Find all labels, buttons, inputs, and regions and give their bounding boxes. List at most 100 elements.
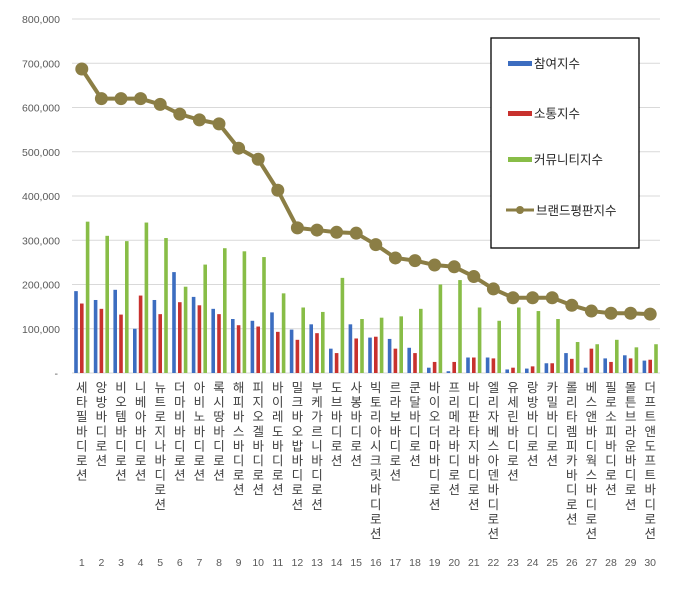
bar-community: [340, 277, 345, 373]
bar-community: [575, 342, 580, 373]
bar-community: [242, 251, 247, 373]
bar-community: [164, 238, 168, 373]
bar-participation: [564, 353, 568, 373]
brand-reputation-point: [604, 306, 618, 320]
brand-reputation-point: [330, 225, 344, 239]
bar-communication: [295, 339, 300, 373]
bar-community: [419, 308, 423, 373]
bar-communication: [178, 302, 182, 373]
brand-reputation-point: [232, 141, 246, 155]
bar-communication: [530, 366, 535, 373]
bar-participation: [74, 291, 78, 373]
bar-community: [203, 264, 207, 373]
x-rank-label: 1: [79, 557, 85, 569]
legend: 참여지수 소통지수 커뮤니티지수 브랜드평판지수: [490, 37, 640, 249]
x-rank-label: 28: [605, 557, 617, 569]
bar-communication: [158, 314, 162, 373]
bar-communication: [511, 367, 515, 373]
bar-community: [281, 293, 286, 373]
bar-participation: [133, 328, 137, 373]
brand-reputation-point: [290, 221, 304, 235]
y-tick-label: 600,000: [22, 103, 60, 115]
bar-community: [477, 307, 482, 373]
y-tick-label: 300,000: [22, 235, 60, 247]
bar-community: [321, 311, 325, 373]
x-rank-label: 25: [546, 557, 558, 569]
x-rank-label: 30: [644, 557, 656, 569]
bar-community: [634, 347, 639, 373]
bar-community: [144, 222, 149, 373]
x-rank-label: 12: [292, 557, 304, 569]
bar-communication: [138, 295, 143, 373]
brand-reputation-point: [310, 223, 324, 237]
brand-reputation-line: [75, 62, 657, 321]
x-rank-label: 10: [252, 557, 264, 569]
bar-communication: [413, 353, 417, 373]
bar-community: [517, 307, 521, 373]
bars: [74, 221, 658, 373]
bar-participation: [466, 357, 470, 373]
x-rank-label: 15: [350, 557, 362, 569]
bar-communication: [432, 361, 437, 373]
bar-participation: [427, 367, 431, 373]
bar-community: [438, 284, 443, 373]
bar-community: [223, 248, 227, 373]
x-rank-label: 7: [196, 557, 202, 569]
legend-swatch-communication: [508, 111, 532, 116]
bar-communication: [276, 331, 280, 373]
brand-reputation-point: [114, 92, 128, 106]
legend-box: [490, 37, 640, 249]
bar-participation: [603, 358, 607, 373]
brand-reputation-point: [271, 183, 285, 197]
x-rank-label: 21: [468, 557, 480, 569]
brand-reputation-point: [75, 62, 89, 76]
y-tick-label: 100,000: [22, 324, 60, 336]
bar-participation: [583, 367, 588, 373]
bar-participation: [446, 371, 451, 373]
bar-communication: [80, 303, 84, 373]
bar-communication: [393, 348, 398, 373]
legend-swatch-participation: [508, 61, 532, 66]
x-rank-label: 16: [370, 557, 382, 569]
bar-participation: [623, 355, 627, 373]
brand-reputation-point: [408, 254, 422, 268]
x-rank-label: 6: [177, 557, 183, 569]
bar-communication: [217, 314, 221, 373]
y-tick-label: 700,000: [22, 58, 60, 70]
bar-participation: [485, 357, 490, 373]
y-tick-label: -: [55, 368, 59, 380]
bar-community: [125, 241, 129, 373]
bar-participation: [93, 299, 98, 373]
x-rank-label: 26: [566, 557, 578, 569]
bar-community: [301, 307, 305, 373]
bar-participation: [250, 320, 255, 373]
bar-communication: [570, 358, 574, 373]
bar-participation: [505, 369, 509, 373]
bar-communication: [334, 353, 339, 373]
brand-reputation-point: [486, 282, 500, 296]
brand-reputation-point: [565, 298, 579, 312]
bar-community: [105, 235, 109, 373]
brand-reputation-point: [94, 92, 108, 106]
x-rank-label: 17: [390, 557, 402, 569]
bar-participation: [270, 312, 274, 373]
brand-reputation-point: [624, 306, 638, 320]
